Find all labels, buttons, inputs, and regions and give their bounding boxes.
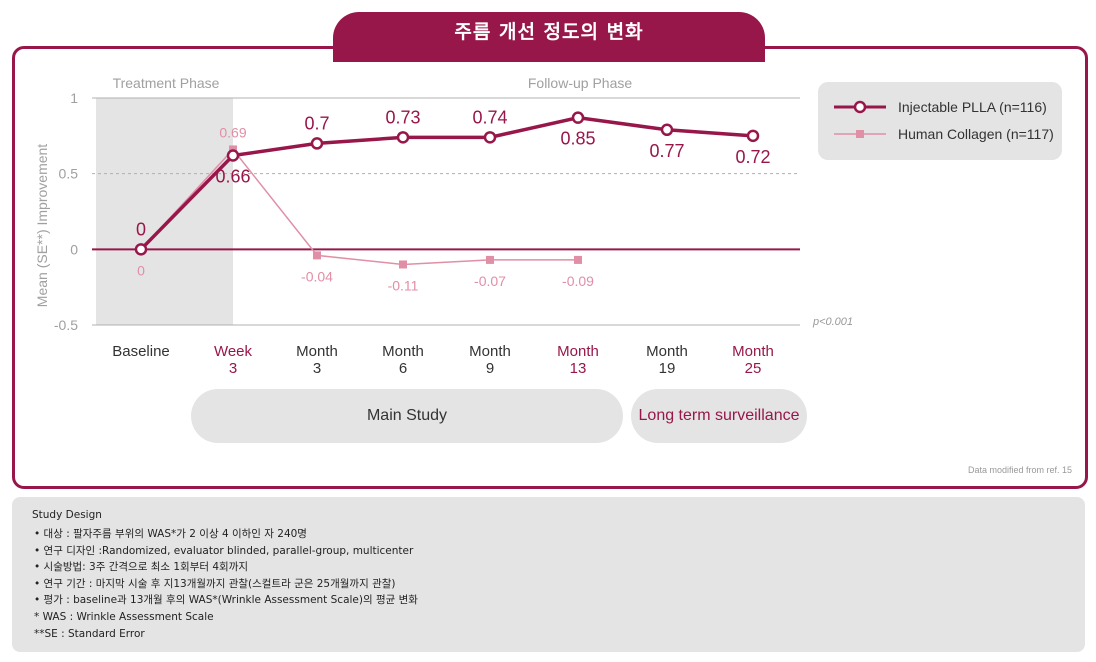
x-tick-label: 3: [229, 360, 237, 377]
plla-data-label: 0.72: [735, 147, 770, 167]
plla-data-point: [571, 111, 585, 124]
plla-data-point: [396, 131, 410, 144]
plla-data-label: 0.77: [649, 141, 684, 161]
study-design-item: • 시술방법: 3주 간격으로 최소 1회부터 4회까지: [34, 561, 249, 574]
x-tick-label: 19: [659, 360, 676, 377]
plla-data-point: [660, 123, 674, 137]
y-tick-label: 1: [70, 90, 78, 106]
chart-legend: Injectable PLLA (n=116) Human Collagen (…: [818, 82, 1062, 160]
legend-item-collagen: Human Collagen (n=117): [830, 123, 1054, 145]
p-value-annotation: p<0.001: [812, 316, 853, 328]
x-tick-label: Month: [646, 343, 688, 360]
legend-plla-label: Injectable PLLA (n=116): [898, 99, 1047, 115]
legend-item-plla: Injectable PLLA (n=116): [830, 96, 1047, 118]
study-design-item: • 대상 : 팔자주름 부위의 WAS*가 2 이상 4 이하인 자 240명: [34, 528, 307, 540]
plla-data-label: 0.73: [385, 107, 420, 127]
follow-up-phase-label: Follow-up Phase: [528, 75, 632, 91]
x-tick-label: 6: [399, 360, 407, 377]
y-tick-label: -0.5: [54, 317, 78, 333]
collagen-data-point: [399, 260, 407, 269]
long-term-surveillance-pill: Long term surveillance: [631, 389, 807, 443]
plla-data-label: 0.74: [472, 107, 507, 127]
plla-data-point: [310, 137, 324, 150]
collagen-data-label: -0.04: [301, 268, 333, 284]
treatment-phase-shade: [96, 98, 233, 325]
x-tick-label: 25: [745, 360, 762, 377]
x-tick-label: 3: [313, 360, 321, 377]
legend-collagen-label: Human Collagen (n=117): [898, 126, 1054, 142]
x-tick-label: Month: [469, 343, 511, 360]
study-design-item: • 연구 디자인 :Randomized, evaluator blinded,…: [34, 544, 414, 557]
collagen-data-label: 0.69: [219, 124, 246, 140]
collagen-data-label: -0.07: [474, 273, 506, 289]
plla-data-point: [746, 129, 760, 143]
plla-data-label: 0: [136, 219, 146, 239]
x-tick-label: Month: [296, 343, 338, 360]
collagen-data-label: -0.09: [562, 273, 594, 289]
x-tick-label: Week: [214, 343, 253, 360]
collagen-data-label: -0.11: [388, 277, 419, 293]
collagen-data-point: [486, 255, 494, 264]
source-note: Data modified from ref. 15: [967, 465, 1072, 475]
collagen-data-point: [574, 255, 582, 264]
x-tick-label: Baseline: [112, 343, 170, 360]
plla-data-label: 0.85: [560, 129, 595, 149]
study-design-item: • 연구 기간 : 마지막 시술 후 지13개월까지 관찰(스컬트라 군은 25…: [34, 577, 396, 590]
study-design-item: * WAS : Wrinkle Assessment Scale: [34, 610, 214, 623]
y-axis-label: Mean (SE**) Improvement: [34, 144, 50, 308]
plla-data-point: [483, 131, 497, 144]
x-tick-label: 9: [486, 360, 494, 377]
collagen-data-label: 0: [137, 262, 145, 278]
x-tick-label: Month: [382, 343, 424, 360]
study-design-item: • 평가 : baseline과 13개월 후의 WAS*(Wrinkle As…: [34, 594, 418, 607]
legend-plla-marker: [834, 100, 886, 114]
x-tick-label: 13: [570, 360, 587, 377]
plla-series-line: [139, 115, 754, 251]
collagen-series-line: [140, 148, 578, 266]
collagen-data-point: [313, 251, 321, 260]
plla-data-point: [134, 243, 148, 256]
treatment-phase-label: Treatment Phase: [113, 75, 220, 91]
y-tick-label: 0.5: [59, 166, 79, 182]
x-tick-label: Month: [557, 343, 599, 360]
study-design-list: • 대상 : 팔자주름 부위의 WAS*가 2 이상 4 이하인 자 240명 …: [34, 526, 418, 642]
legend-collagen-marker: [834, 130, 886, 138]
y-tick-label: 0: [70, 241, 78, 257]
study-design-item: **SE : Standard Error: [34, 627, 145, 640]
chart-title: 주름 개선 정도의 변화: [333, 12, 765, 62]
plla-data-label: 0.7: [304, 113, 329, 133]
x-tick-label: Month: [732, 343, 774, 360]
study-design-title: Study Design: [32, 509, 102, 521]
plla-data-point: [226, 149, 240, 162]
main-study-pill: Main Study: [191, 389, 623, 443]
plla-data-label: 0.66: [215, 167, 250, 187]
study-design-box: Study Design • 대상 : 팔자주름 부위의 WAS*가 2 이상 …: [12, 497, 1085, 652]
